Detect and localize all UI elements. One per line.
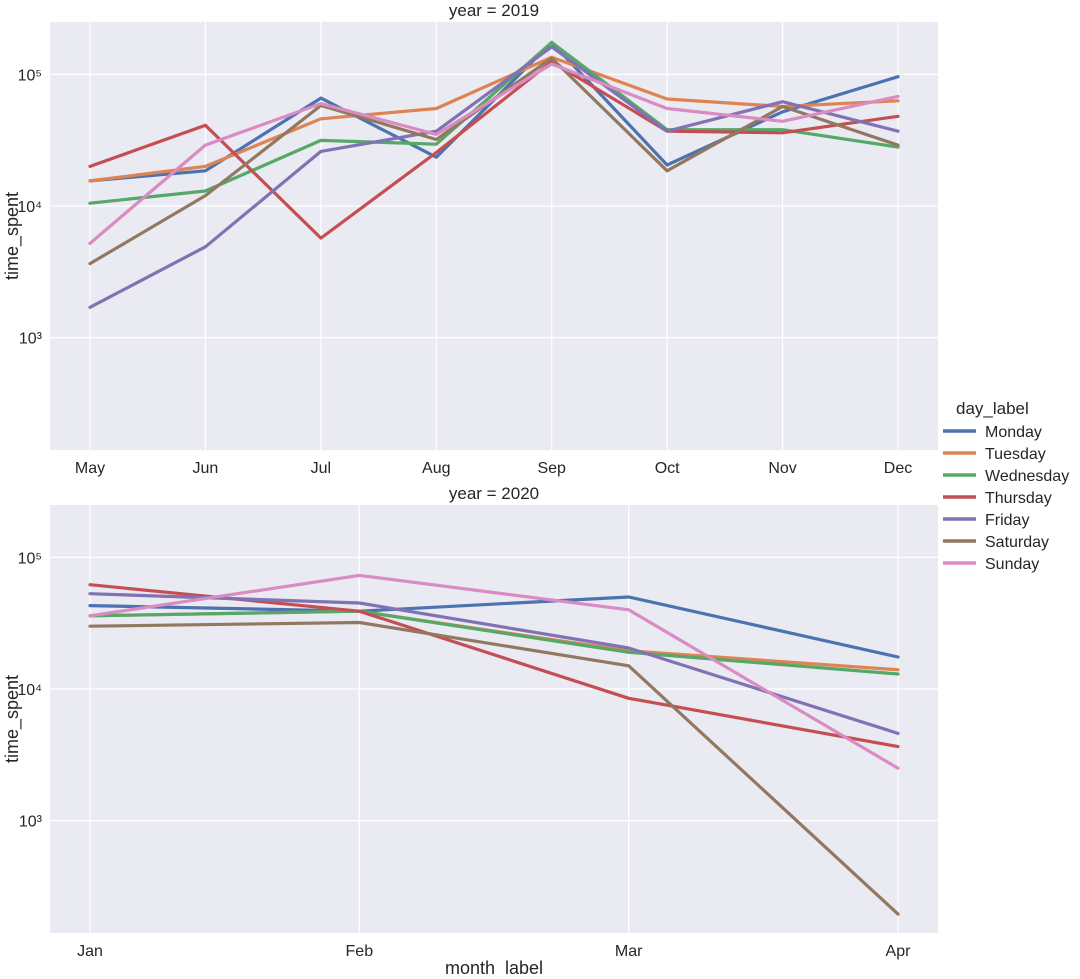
x-tick-label: Nov xyxy=(768,460,796,477)
x-tick-label: Apr xyxy=(886,943,912,960)
legend-label-monday: Monday xyxy=(985,424,1042,441)
panel-title: year = 2019 xyxy=(449,1,539,20)
x-tick-label: Jun xyxy=(193,460,219,477)
panel-title: year = 2020 xyxy=(449,484,539,503)
legend-label-saturday: Saturday xyxy=(985,534,1049,551)
x-axis-label: month_label xyxy=(445,958,543,974)
legend-title: day_label xyxy=(956,399,1029,418)
y-tick-label: 10³ xyxy=(19,814,43,831)
series-line-sunday xyxy=(88,573,900,770)
x-tick-label: Aug xyxy=(422,460,450,477)
y-tick-label: 10⁴ xyxy=(17,199,42,216)
x-tick-label: Jan xyxy=(77,943,103,960)
series-line-wednesday xyxy=(88,609,900,676)
y-tick-label: 10⁴ xyxy=(17,682,42,699)
x-tick-label: Sep xyxy=(537,460,566,477)
legend-label-wednesday: Wednesday xyxy=(985,468,1069,485)
x-tick-label: May xyxy=(75,460,105,477)
y-axis-label: time_spent xyxy=(2,192,23,280)
series-line-sunday xyxy=(88,62,900,245)
legend-label-friday: Friday xyxy=(985,512,1029,529)
x-tick-label: Feb xyxy=(346,943,374,960)
series-line-monday xyxy=(88,595,900,659)
x-tick-label: Oct xyxy=(655,460,680,477)
plot-area-1 xyxy=(50,22,938,450)
x-tick-label: Jul xyxy=(311,460,331,477)
legend-label-tuesday: Tuesday xyxy=(985,446,1046,463)
y-tick-label: 10⁵ xyxy=(18,67,42,84)
x-tick-label: Dec xyxy=(884,460,912,477)
y-tick-label: 10³ xyxy=(19,331,43,348)
x-tick-label: Mar xyxy=(615,943,643,960)
y-axis-label: time_spent xyxy=(2,675,23,763)
legend-label-thursday: Thursday xyxy=(985,490,1052,507)
legend-label-sunday: Sunday xyxy=(985,556,1039,573)
y-tick-label: 10⁵ xyxy=(18,550,42,567)
series-line-thursday xyxy=(88,59,900,240)
plot-area-2 xyxy=(50,505,938,933)
series-line-friday xyxy=(88,45,900,309)
series-line-saturday xyxy=(88,620,900,916)
